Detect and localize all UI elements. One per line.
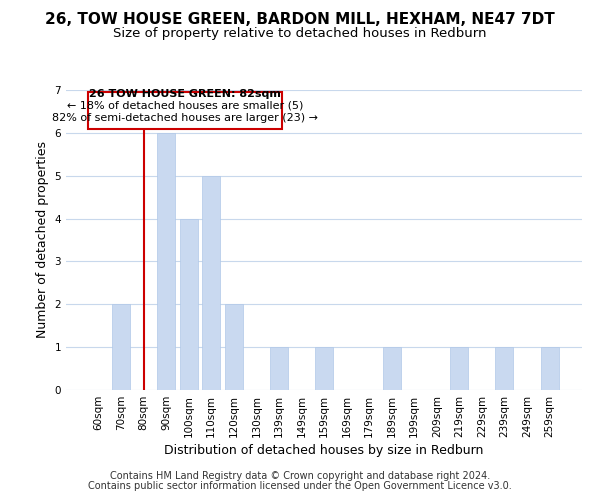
Bar [202,176,220,390]
Bar [157,133,175,390]
Bar [225,304,243,390]
Text: Contains public sector information licensed under the Open Government Licence v3: Contains public sector information licen… [88,481,512,491]
Y-axis label: Number of detached properties: Number of detached properties [36,142,49,338]
Text: 82% of semi-detached houses are larger (23) →: 82% of semi-detached houses are larger (… [52,112,319,122]
Bar [496,347,514,390]
Text: 26 TOW HOUSE GREEN: 82sqm: 26 TOW HOUSE GREEN: 82sqm [89,90,281,100]
Text: 26, TOW HOUSE GREEN, BARDON MILL, HEXHAM, NE47 7DT: 26, TOW HOUSE GREEN, BARDON MILL, HEXHAM… [45,12,555,28]
FancyBboxPatch shape [88,92,282,130]
Text: ← 18% of detached houses are smaller (5): ← 18% of detached houses are smaller (5) [67,100,304,110]
Bar [450,347,469,390]
X-axis label: Distribution of detached houses by size in Redburn: Distribution of detached houses by size … [164,444,484,457]
Text: Size of property relative to detached houses in Redburn: Size of property relative to detached ho… [113,28,487,40]
Bar [179,218,198,390]
Bar [315,347,333,390]
Bar [112,304,130,390]
Bar [541,347,559,390]
Text: Contains HM Land Registry data © Crown copyright and database right 2024.: Contains HM Land Registry data © Crown c… [110,471,490,481]
Bar [270,347,288,390]
Bar [383,347,401,390]
